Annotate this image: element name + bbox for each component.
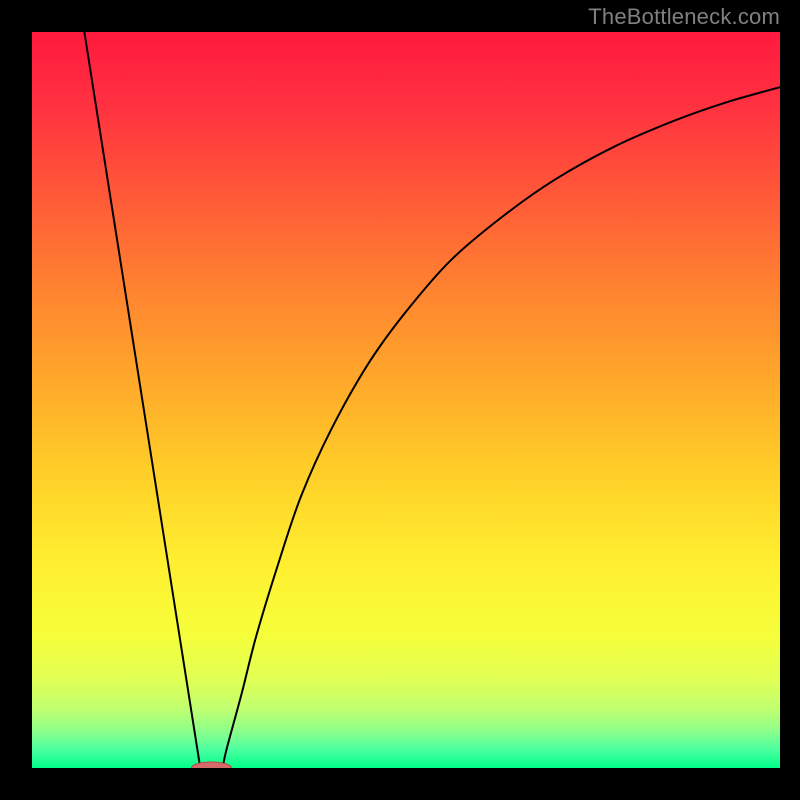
bottleneck-chart (0, 0, 800, 800)
plot-background (32, 32, 780, 768)
frame-left (0, 0, 32, 800)
chart-container: TheBottleneck.com (0, 0, 800, 800)
frame-right (780, 0, 800, 800)
frame-bottom (0, 768, 800, 800)
watermark-text: TheBottleneck.com (588, 4, 780, 30)
